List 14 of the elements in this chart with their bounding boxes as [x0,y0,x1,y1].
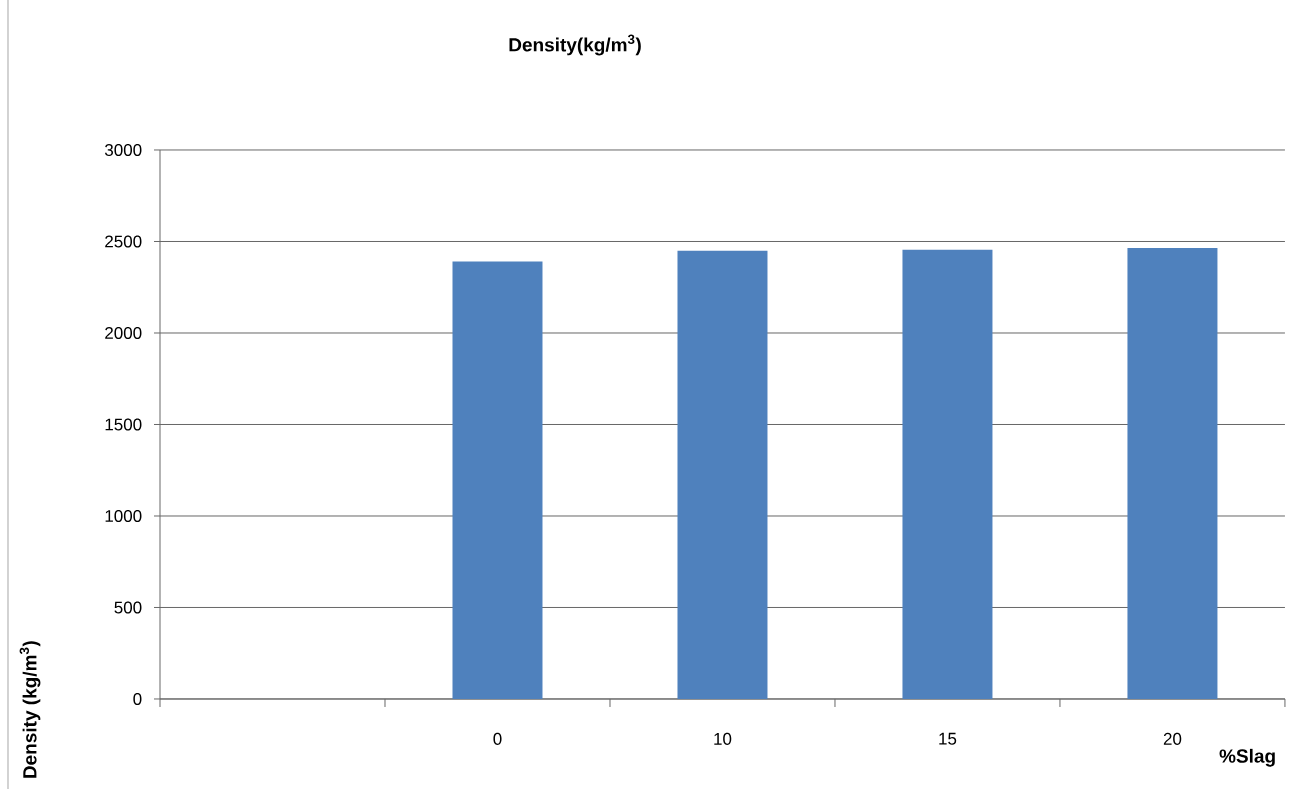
y-tick-label: 2000 [105,326,142,340]
y-tick-label: 3000 [104,143,142,157]
y-tick-label: 500 [114,601,142,614]
x-tick-label: 0 [493,732,502,745]
y-tick-label: 2500 [105,235,142,248]
y-tick-label: 1500 [105,418,142,431]
x-tick-label: 10 [714,732,732,745]
y-tick-label: 0 [133,692,142,706]
y-tick-label: 1000 [105,509,142,523]
x-tick-label: 20 [1163,732,1182,745]
chart-title: Density(kg/m$^{3}$) [509,34,641,56]
x-tick-label: 15 [939,732,957,745]
y-axis-title: Density (kg/m$^{3}$) [19,641,41,778]
x-axis-title: %Slag [1219,748,1275,767]
